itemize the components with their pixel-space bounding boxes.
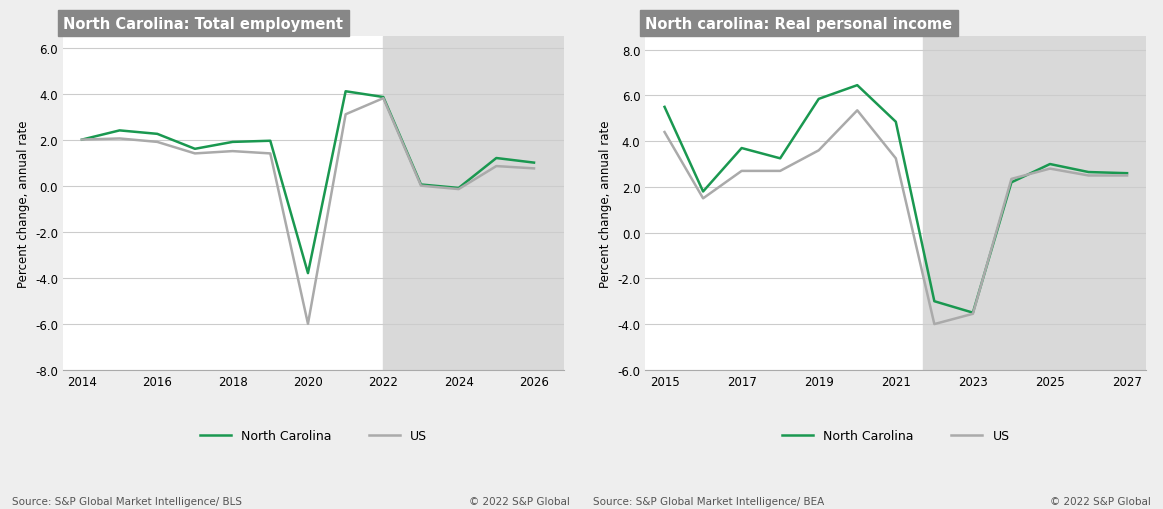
Text: Source: S&P Global Market Intelligence/ BEA: Source: S&P Global Market Intelligence/ … — [593, 496, 825, 506]
Legend: North Carolina, US: North Carolina, US — [777, 424, 1014, 447]
Text: © 2022 S&P Global: © 2022 S&P Global — [1050, 496, 1151, 506]
Text: © 2022 S&P Global: © 2022 S&P Global — [469, 496, 570, 506]
Text: North Carolina: Total employment: North Carolina: Total employment — [63, 17, 343, 32]
Y-axis label: Percent change, annual rate: Percent change, annual rate — [599, 120, 612, 287]
Bar — [384, 37, 564, 370]
Text: North carolina: Real personal income: North carolina: Real personal income — [645, 17, 952, 32]
Y-axis label: Percent change, annual rate: Percent change, annual rate — [16, 120, 30, 287]
Legend: North Carolina, US: North Carolina, US — [194, 424, 433, 447]
Bar — [922, 37, 1147, 370]
Text: Source: S&P Global Market Intelligence/ BLS: Source: S&P Global Market Intelligence/ … — [12, 496, 242, 506]
